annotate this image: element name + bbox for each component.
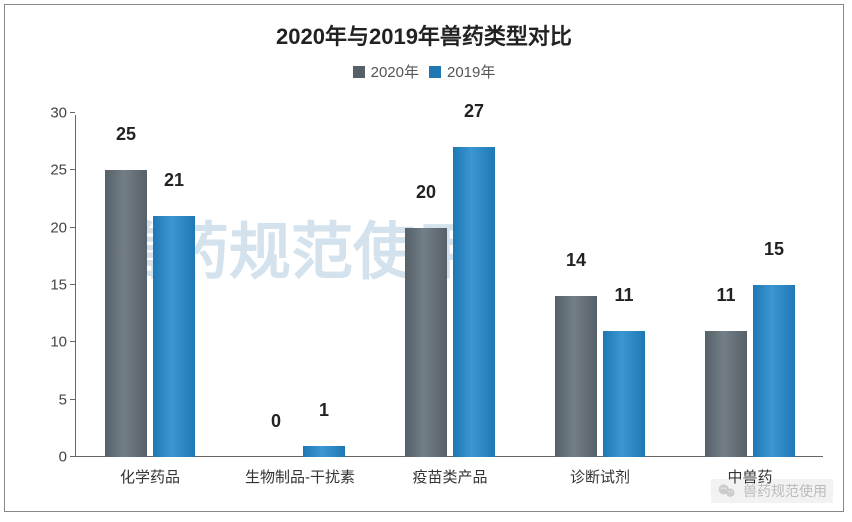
footer-badge: 兽药规范使用 <box>711 479 833 503</box>
chart-frame: 2020年与2019年兽药类型对比 2020年 2019年 兽药规范使用 0 5 1… <box>4 4 844 512</box>
plot-area: 051015202530化学药品2521生物制品-干扰素01疫苗类产品2027诊… <box>75 115 823 457</box>
x-category-label: 生物制品-干扰素 <box>245 466 355 487</box>
wechat-icon <box>717 481 737 501</box>
x-category-label: 诊断试剂 <box>570 466 630 487</box>
bar-value-label: 21 <box>164 170 184 191</box>
bar-value-label: 0 <box>271 411 281 432</box>
bar-value-label: 1 <box>319 400 329 421</box>
y-tick-mark <box>70 169 75 170</box>
bar-value-label: 25 <box>116 124 136 145</box>
y-tick-label: 15 <box>35 277 67 294</box>
y-tick-label: 25 <box>35 162 67 179</box>
y-tick-mark <box>70 227 75 228</box>
bar-2019 <box>453 147 495 457</box>
bar-value-label: 15 <box>764 239 784 260</box>
bar-2019 <box>753 285 795 457</box>
bar-value-label: 20 <box>416 182 436 203</box>
y-tick-label: 20 <box>35 219 67 236</box>
legend-swatch-2019 <box>429 66 441 78</box>
y-tick-label: 0 <box>35 449 67 466</box>
bar-value-label: 11 <box>614 285 633 306</box>
bar-2019 <box>603 331 645 457</box>
legend: 2020年 2019年 <box>5 61 843 82</box>
y-tick-label: 30 <box>35 105 67 122</box>
bar-2020 <box>405 228 447 457</box>
y-tick-label: 5 <box>35 391 67 408</box>
y-tick-mark <box>70 112 75 113</box>
bar-2019 <box>303 446 345 457</box>
bar-2020 <box>555 296 597 457</box>
y-tick-mark <box>70 284 75 285</box>
bar-value-label: 27 <box>464 101 484 122</box>
bar-2020 <box>105 170 147 457</box>
x-category-label: 化学药品 <box>120 466 180 487</box>
y-tick-mark <box>70 456 75 457</box>
legend-label-2020: 2020年 <box>371 61 419 82</box>
bar-value-label: 11 <box>716 285 735 306</box>
legend-swatch-2020 <box>353 66 365 78</box>
chart-title: 2020年与2019年兽药类型对比 <box>5 5 843 51</box>
footer-text: 兽药规范使用 <box>743 481 827 501</box>
bar-value-label: 14 <box>566 250 586 271</box>
bar-2019 <box>153 216 195 457</box>
y-tick-label: 10 <box>35 334 67 351</box>
bar-2020 <box>705 331 747 457</box>
y-tick-mark <box>70 341 75 342</box>
x-category-label: 疫苗类产品 <box>412 466 487 487</box>
y-tick-mark <box>70 399 75 400</box>
legend-label-2019: 2019年 <box>447 61 495 82</box>
y-axis <box>75 115 76 457</box>
